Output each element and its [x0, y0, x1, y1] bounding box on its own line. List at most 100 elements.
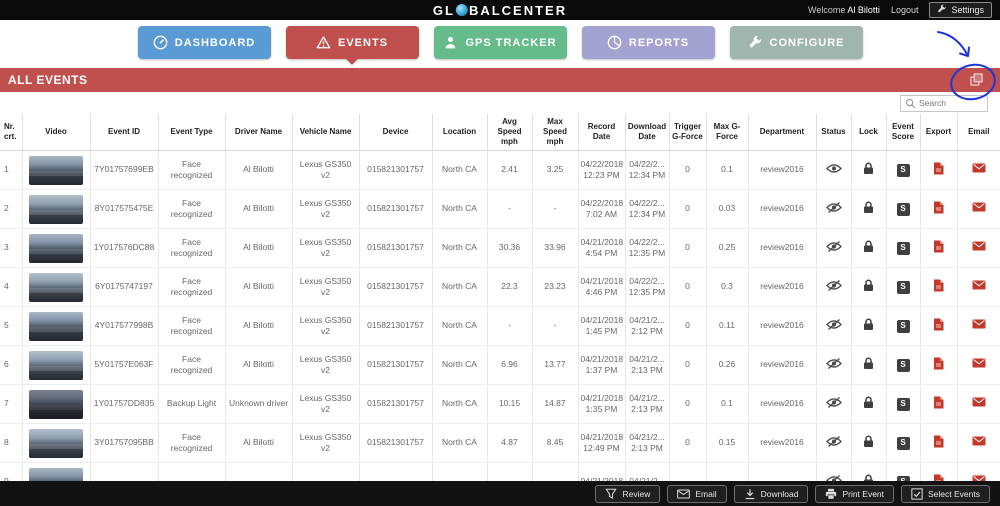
email-icon[interactable]	[972, 241, 986, 251]
event-score-badge[interactable]: S	[896, 163, 910, 177]
search-row	[0, 92, 1000, 114]
col-header-driver-name: Driver Name	[225, 114, 293, 151]
logout-link[interactable]: Logout	[890, 5, 919, 15]
vehicle-name-cell: Lexus GS350 v2	[292, 189, 360, 229]
lock-cell	[851, 150, 887, 190]
record-date-cell: 04/21/2018 4:54 PM	[578, 228, 626, 268]
video-thumbnail[interactable]	[29, 194, 83, 224]
select-events-icon	[911, 487, 923, 500]
email-icon[interactable]	[972, 280, 986, 290]
department-cell: review2016	[748, 306, 817, 346]
event-score-cell: S	[886, 423, 921, 463]
col-header-status: Status	[816, 114, 852, 151]
pdf-export-icon[interactable]	[933, 357, 944, 370]
email-icon[interactable]	[972, 319, 986, 329]
eye-off-icon[interactable]	[825, 279, 842, 291]
email-button[interactable]: Email	[667, 484, 727, 503]
nav-tab-configure[interactable]: CONFIGURE	[729, 26, 863, 59]
download-button[interactable]: Download	[733, 484, 809, 503]
video-thumbnail[interactable]	[29, 272, 83, 302]
vehicle-name-cell: Lexus GS350 v2	[292, 384, 360, 424]
event-score-badge[interactable]: S	[896, 319, 910, 333]
event-score-badge[interactable]: S	[896, 202, 910, 216]
pdf-export-icon[interactable]	[933, 435, 944, 448]
eye-off-icon[interactable]	[825, 435, 842, 447]
location-cell: North CA	[432, 150, 488, 190]
status-cell	[816, 267, 852, 307]
max-gforce-cell: 0.11	[706, 306, 749, 346]
eye-off-icon[interactable]	[825, 240, 842, 252]
main-nav: DASHBOARD EVENTS GPS TRACKER REPORTS CONFIGU…	[0, 20, 1000, 68]
email-icon[interactable]	[972, 163, 986, 173]
lock-icon[interactable]	[863, 201, 874, 214]
device-cell: 015821301757	[359, 384, 433, 424]
lock-icon[interactable]	[863, 357, 874, 370]
pdf-export-icon[interactable]	[933, 162, 944, 175]
settings-button[interactable]: Settings	[929, 2, 992, 18]
event-id-cell: 3Y01757095BB	[90, 423, 159, 463]
pdf-export-icon[interactable]	[933, 318, 944, 331]
video-thumbnail[interactable]	[29, 311, 83, 341]
email-icon[interactable]	[972, 202, 986, 212]
event-score-badge[interactable]: S	[896, 397, 910, 411]
device-cell: 015821301757	[359, 189, 433, 229]
pdf-export-icon[interactable]	[933, 396, 944, 409]
nav-tab-events[interactable]: EVENTS	[285, 26, 419, 65]
export-grid-icon[interactable]	[970, 73, 983, 86]
print-event-button[interactable]: Print Event	[815, 484, 895, 503]
eye-icon[interactable]	[825, 163, 842, 174]
download-date-cell: 04/21/2... 2:13 PM	[625, 423, 670, 463]
email-icon[interactable]	[972, 397, 986, 407]
logo-text-suffix: BALCENTER	[468, 2, 568, 18]
nav-tab-reports[interactable]: REPORTS	[581, 26, 715, 59]
event-score-badge[interactable]: S	[896, 280, 910, 294]
gauge-icon	[153, 35, 168, 50]
eye-off-icon[interactable]	[825, 318, 842, 330]
event-score-badge[interactable]: S	[896, 436, 910, 450]
search-input[interactable]	[919, 98, 983, 108]
row-number-cell: 8	[0, 423, 23, 463]
video-thumbnail[interactable]	[29, 233, 83, 263]
email-cell	[957, 384, 1000, 424]
review-button[interactable]: Review	[595, 484, 661, 503]
lock-cell	[851, 345, 887, 385]
nav-tab-gps-tracker[interactable]: GPS TRACKER	[433, 26, 567, 59]
lock-cell	[851, 189, 887, 229]
video-thumbnail[interactable]	[29, 350, 83, 380]
lock-icon[interactable]	[863, 279, 874, 292]
avg-speed-cell: 6.96	[487, 345, 533, 385]
lock-icon[interactable]	[863, 435, 874, 448]
pdf-export-icon[interactable]	[933, 240, 944, 253]
max-speed-cell: -	[532, 189, 579, 229]
lock-icon[interactable]	[863, 162, 874, 175]
video-thumbnail[interactable]	[29, 389, 83, 419]
app-logo: GL BALCENTER	[433, 3, 567, 18]
settings-label: Settings	[951, 5, 984, 15]
nav-tab-dashboard[interactable]: DASHBOARD	[137, 26, 271, 59]
video-thumbnail[interactable]	[29, 428, 83, 458]
email-icon[interactable]	[972, 436, 986, 446]
lock-icon[interactable]	[863, 396, 874, 409]
col-header-nr-crt: Nr. crt.	[0, 114, 23, 151]
eye-off-icon[interactable]	[825, 357, 842, 369]
col-header-event-id: Event ID	[90, 114, 159, 151]
col-header-download-date: Download Date	[625, 114, 670, 151]
eye-off-icon[interactable]	[825, 396, 842, 408]
lock-icon[interactable]	[863, 240, 874, 253]
export-cell	[920, 267, 958, 307]
max-speed-cell: 14.87	[532, 384, 579, 424]
email-icon[interactable]	[972, 358, 986, 368]
col-header-department: Department	[748, 114, 817, 151]
col-header-event-score: Event Score	[886, 114, 921, 151]
video-thumbnail[interactable]	[29, 155, 83, 185]
select-events-button[interactable]: Select Events	[901, 484, 990, 503]
pdf-export-icon[interactable]	[933, 201, 944, 214]
lock-icon[interactable]	[863, 318, 874, 331]
eye-off-icon[interactable]	[825, 201, 842, 213]
event-type-cell: Face recognized	[158, 267, 226, 307]
event-score-badge[interactable]: S	[896, 358, 910, 372]
event-type-cell: Face recognized	[158, 150, 226, 190]
nav-tab-label: REPORTS	[628, 36, 690, 49]
pdf-export-icon[interactable]	[933, 279, 944, 292]
event-score-badge[interactable]: S	[896, 241, 910, 255]
